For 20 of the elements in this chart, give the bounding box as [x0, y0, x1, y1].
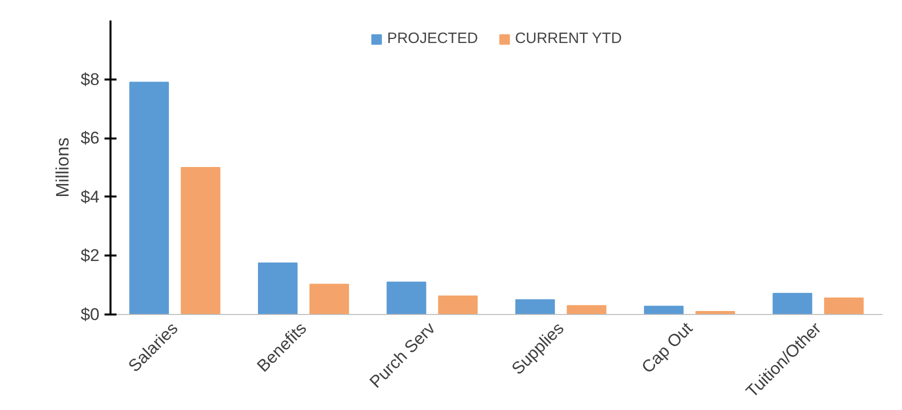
bar — [129, 82, 169, 314]
bar — [309, 284, 350, 314]
y-tick-label: $4 — [80, 187, 100, 206]
bar — [180, 167, 220, 314]
bar — [824, 298, 864, 314]
bar — [566, 305, 606, 314]
bar — [386, 282, 426, 314]
bar — [644, 306, 684, 314]
bar — [438, 295, 478, 314]
y-tick-label: $6 — [80, 128, 100, 148]
legend-label: PROJECTED — [387, 30, 478, 47]
x-tick-label: Cap Out — [638, 318, 696, 377]
y-tick-label: $0 — [80, 305, 100, 324]
y-axis-title: Millions — [52, 137, 73, 198]
legend-label: CURRENT YTD — [514, 30, 622, 47]
bar — [515, 299, 555, 314]
y-tick-label: $2 — [80, 246, 100, 266]
y-tick-label: $8 — [80, 70, 100, 89]
bar — [258, 262, 298, 314]
bar — [772, 292, 812, 314]
